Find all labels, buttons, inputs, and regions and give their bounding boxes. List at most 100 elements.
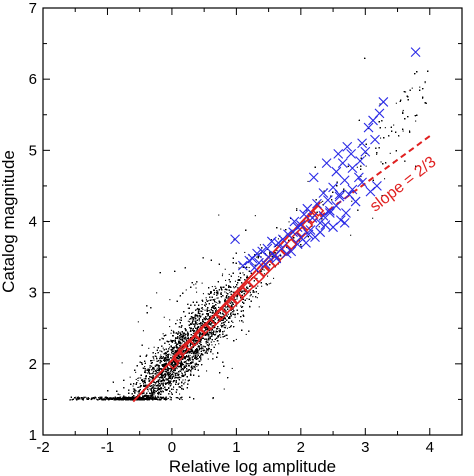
background-point	[195, 356, 197, 358]
background-point	[197, 339, 199, 341]
background-point	[158, 388, 160, 390]
background-point	[157, 376, 159, 378]
background-point	[86, 397, 88, 399]
background-point	[189, 359, 191, 361]
background-point	[161, 364, 163, 366]
background-point	[367, 128, 369, 130]
background-point	[195, 283, 197, 285]
background-point	[360, 176, 362, 178]
background-point	[92, 398, 94, 400]
background-point	[176, 349, 178, 351]
background-point	[192, 311, 194, 313]
background-point	[217, 312, 219, 314]
background-point	[227, 297, 229, 299]
background-point	[210, 332, 212, 334]
background-point	[194, 365, 196, 367]
background-point	[132, 385, 134, 387]
background-point	[194, 366, 196, 368]
background-point	[245, 267, 247, 269]
background-point	[215, 301, 217, 303]
background-point	[200, 316, 202, 318]
background-point	[159, 389, 161, 391]
background-point	[201, 282, 203, 284]
background-point	[143, 378, 145, 380]
background-point	[182, 351, 184, 353]
background-point	[185, 339, 187, 341]
background-point	[228, 273, 230, 275]
background-point	[158, 394, 160, 396]
background-point	[150, 373, 152, 375]
background-point	[242, 306, 244, 308]
background-point	[217, 297, 219, 299]
background-point	[270, 282, 272, 284]
background-point	[152, 371, 154, 373]
background-point	[188, 318, 190, 320]
background-point	[233, 286, 235, 288]
background-point	[207, 324, 209, 326]
background-point	[235, 299, 237, 301]
background-point	[188, 363, 190, 365]
background-point	[215, 334, 217, 336]
background-point	[177, 332, 179, 334]
background-point	[211, 344, 213, 346]
background-point	[248, 267, 250, 269]
background-point	[296, 208, 298, 210]
background-point	[149, 366, 151, 368]
background-point	[151, 360, 153, 362]
background-point	[236, 305, 238, 307]
background-point	[190, 368, 192, 370]
background-point	[152, 376, 154, 378]
background-point	[261, 270, 263, 272]
background-point	[178, 382, 180, 384]
background-point	[149, 388, 151, 390]
background-point	[161, 351, 163, 353]
background-point	[198, 317, 200, 319]
background-point	[96, 398, 98, 400]
background-point	[174, 342, 176, 344]
background-point	[276, 250, 278, 252]
background-point	[94, 398, 96, 400]
background-point	[153, 398, 155, 400]
background-point	[256, 256, 258, 258]
background-point	[178, 337, 180, 339]
background-point	[207, 350, 209, 352]
background-point	[158, 382, 160, 384]
background-point	[192, 362, 194, 364]
background-point	[212, 319, 214, 321]
background-point	[173, 347, 175, 349]
background-point	[182, 340, 184, 342]
background-point	[350, 191, 352, 193]
background-point	[174, 363, 176, 365]
background-point	[179, 319, 181, 321]
background-point	[206, 318, 208, 320]
background-point	[192, 334, 194, 336]
background-point	[322, 200, 324, 202]
background-point	[223, 314, 225, 316]
background-point	[213, 327, 215, 329]
background-point	[181, 382, 183, 384]
background-point	[211, 312, 213, 314]
background-point	[212, 398, 214, 400]
background-point	[230, 312, 232, 314]
background-point	[258, 306, 260, 308]
background-point	[230, 314, 232, 316]
background-point	[205, 342, 207, 344]
background-point	[85, 396, 87, 398]
background-point	[205, 317, 207, 319]
background-point	[194, 316, 196, 318]
background-point	[402, 130, 404, 132]
background-point	[214, 291, 216, 293]
background-point	[152, 367, 154, 369]
background-point	[179, 331, 181, 333]
background-point	[185, 360, 187, 362]
background-point	[166, 373, 168, 375]
background-point	[196, 308, 198, 310]
background-point	[384, 127, 386, 129]
background-point	[221, 275, 223, 277]
background-point	[171, 357, 173, 359]
background-point	[193, 340, 195, 342]
background-point	[138, 386, 140, 388]
background-point	[207, 310, 209, 312]
background-point	[156, 398, 158, 400]
background-point	[150, 393, 152, 395]
